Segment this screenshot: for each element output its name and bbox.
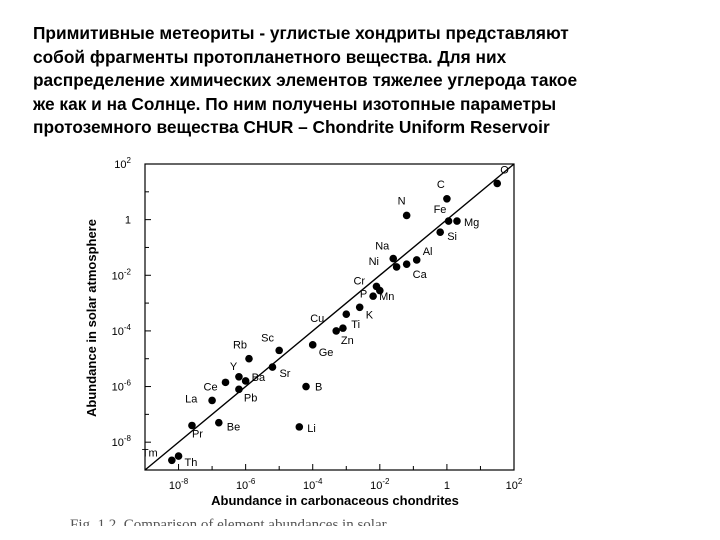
data-point-k [355, 303, 364, 312]
point-label-li: Li [307, 423, 316, 435]
data-point-mn [369, 292, 377, 300]
data-point-al [412, 256, 421, 264]
point-label-na: Na [375, 241, 390, 253]
y-tick-label: 10-2 [112, 267, 132, 282]
point-label-b: B [315, 382, 322, 394]
point-label-n: N [398, 195, 406, 207]
y-tick-label: 10-4 [112, 323, 132, 338]
data-point-ba [241, 377, 250, 385]
point-label-k: K [366, 309, 374, 321]
x-tick-label: 10-6 [236, 477, 256, 492]
point-label-al: Al [423, 246, 433, 258]
point-label-la: La [185, 393, 198, 405]
data-point-c [443, 194, 451, 203]
plot-frame [144, 163, 515, 471]
data-point-be [215, 418, 223, 427]
x-axis-title: Abundance in carbonaceous chondrites [211, 493, 459, 508]
point-label-zn: Zn [341, 335, 354, 347]
data-point-la [208, 396, 216, 405]
point-label-y: Y [230, 361, 238, 373]
data-point-rb [245, 354, 253, 363]
point-label-fe: Fe [434, 204, 447, 216]
point-label-si: Si [447, 231, 457, 243]
data-point-mg [453, 217, 461, 225]
slide-text-line: распределение химических элементов тяжел… [33, 70, 578, 90]
point-label-o: O [500, 164, 509, 176]
data-point-na [389, 254, 398, 263]
x-tick-label: 1 [444, 480, 450, 492]
data-point-zn [339, 324, 347, 332]
point-label-c: C [437, 179, 445, 191]
point-label-ni: Ni [369, 256, 379, 268]
y-tick-label: 102 [114, 156, 131, 171]
slide-text-line: собой фрагменты протопланетного вещества… [33, 46, 507, 67]
data-point-b [302, 382, 310, 391]
point-label-be: Be [227, 422, 240, 434]
x-tick-label: 10-4 [303, 477, 323, 492]
data-point-n [402, 211, 411, 220]
y-tick-label: 10-8 [112, 434, 132, 449]
point-label-cr: Cr [353, 275, 365, 287]
x-tick-label: 102 [506, 477, 523, 492]
y-axis-title: Abundance in solar atmosphere [84, 219, 99, 417]
one-to-one-line [144, 163, 515, 471]
point-label-ce: Ce [204, 381, 218, 393]
slide-text-line: же как и на Солнце. По ним получены изот… [33, 93, 557, 114]
point-label-mg: Mg [464, 217, 479, 229]
data-point-ge [308, 341, 317, 349]
point-label-sr: Sr [279, 368, 290, 380]
data-point-ti [342, 310, 351, 319]
data-point-fe [444, 217, 453, 225]
y-tick-label: 10-6 [112, 379, 132, 394]
point-label-th: Th [185, 457, 198, 469]
slide-text-line: Примитивные метеориты - углистые хондрит… [33, 23, 569, 43]
data-point-li [295, 423, 304, 431]
point-label-p: P [360, 289, 367, 301]
point-label-mn: Mn [379, 291, 394, 303]
data-point-cu [332, 327, 341, 335]
y-tick-label: 1 [125, 215, 131, 227]
data-point-th [174, 452, 183, 460]
point-label-pb: Pb [244, 392, 257, 404]
data-point-tm [168, 456, 176, 465]
point-label-cu: Cu [310, 313, 324, 325]
point-label-tm: Tm [142, 447, 158, 459]
slide-text-line: протоземного вещества CHUR – Chondrite U… [33, 117, 550, 137]
point-label-ca: Ca [413, 269, 428, 281]
data-point-ca [402, 260, 411, 268]
data-point-ce [221, 378, 230, 387]
data-point-pb [235, 385, 243, 394]
data-point-p [376, 286, 384, 295]
point-label-sc: Sc [261, 332, 274, 344]
figure-caption-fragment: Fig. 1.2. Comparison of element abundanc… [70, 517, 387, 526]
point-label-rb: Rb [233, 340, 247, 352]
data-point-ni [392, 263, 401, 271]
x-tick-label: 10-2 [370, 477, 390, 492]
data-point-y [235, 373, 243, 381]
point-label-ba: Ba [252, 372, 266, 384]
data-point-si [436, 228, 445, 236]
point-label-pr: Pr [192, 428, 203, 440]
data-point-pr [188, 421, 196, 430]
data-point-o [493, 179, 502, 188]
data-point-sc [275, 346, 283, 355]
point-label-ge: Ge [319, 347, 334, 359]
data-point-sr [268, 363, 277, 371]
x-tick-label: 10-8 [169, 477, 189, 492]
point-label-ti: Ti [351, 319, 360, 331]
slide-text: Примитивные метеориты - углистые хондрит… [33, 22, 693, 140]
